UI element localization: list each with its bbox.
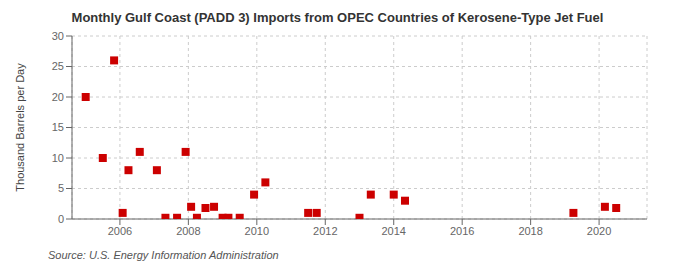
svg-text:20: 20 [52,91,64,103]
svg-text:10: 10 [52,152,64,164]
svg-text:2012: 2012 [313,225,337,237]
html-text:Monthly Gulf Coast (PADD 3) Im: Monthly Gulf Coast (PADD 3) Imports from… [71,10,604,25]
svg-text:2008: 2008 [176,225,200,237]
svg-text:30: 30 [52,30,64,42]
svg-text:0: 0 [58,213,64,225]
html-text:Source: U.S. Energy Informatio: Source: U.S. Energy Information Administ… [48,249,279,261]
svg-text:Thousand Barrels per Day: Thousand Barrels per Day [14,63,26,192]
svg-text:2016: 2016 [450,225,474,237]
svg-text:25: 25 [52,60,64,72]
svg-text:15: 15 [52,121,64,133]
svg-text:5: 5 [58,182,64,194]
svg-text:2010: 2010 [245,225,269,237]
svg-text:2006: 2006 [108,225,132,237]
svg-text:2018: 2018 [518,225,542,237]
svg-text:2020: 2020 [587,225,611,237]
svg-text:2014: 2014 [381,225,405,237]
